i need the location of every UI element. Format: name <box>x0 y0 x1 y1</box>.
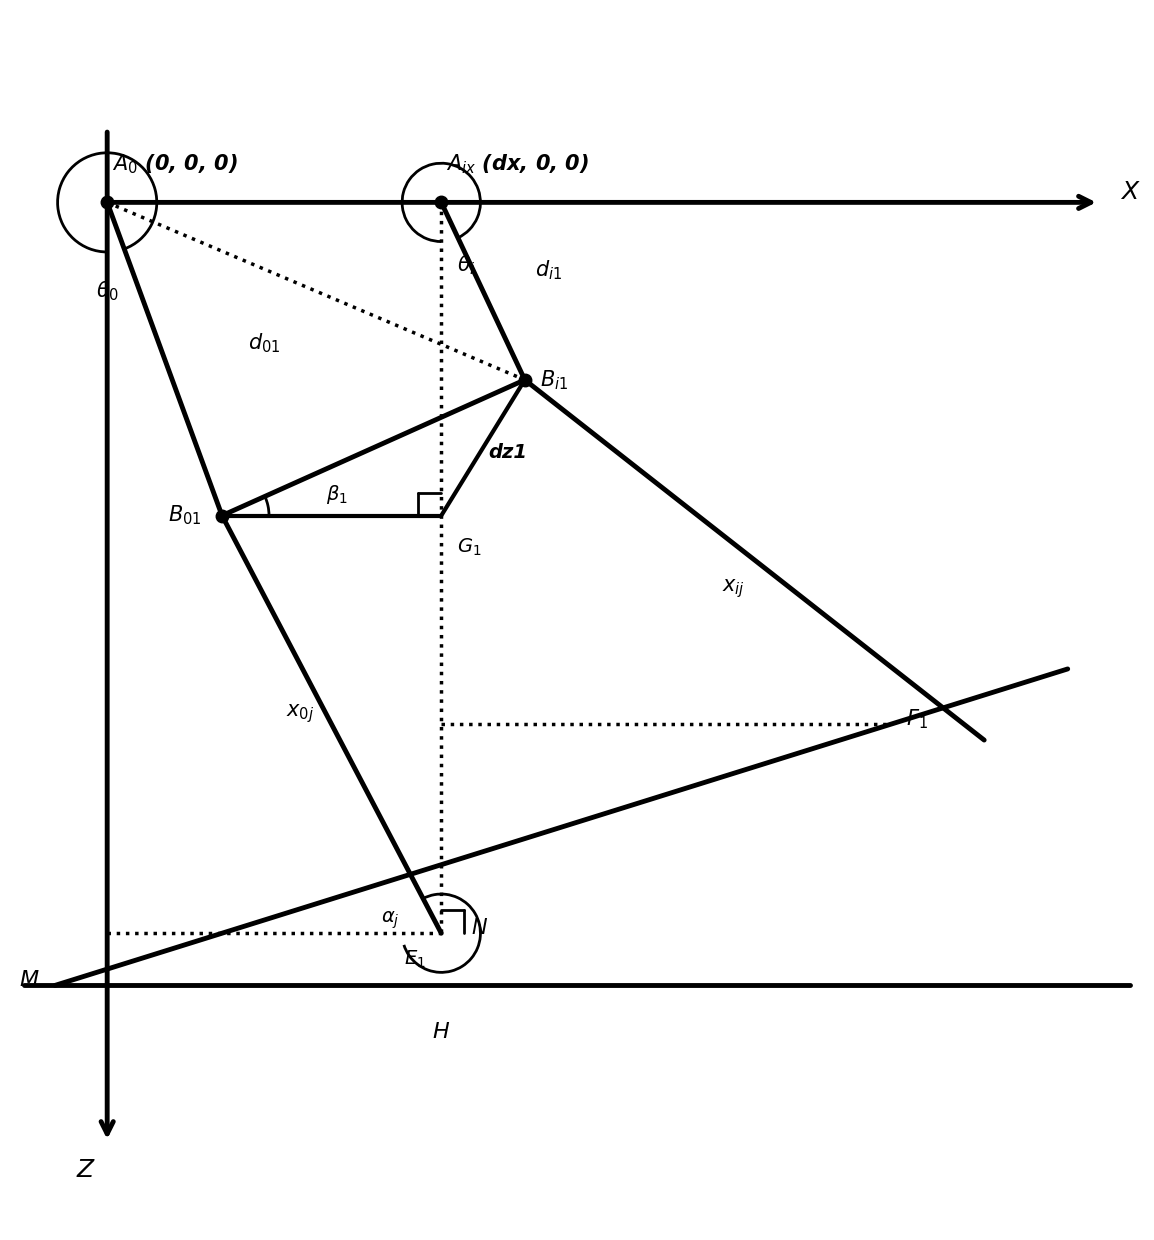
Text: $x_{0j}$: $x_{0j}$ <box>286 703 314 725</box>
Text: $\alpha_j$: $\alpha_j$ <box>381 910 399 931</box>
Text: $N$: $N$ <box>471 918 488 937</box>
Text: $\theta_i$: $\theta_i$ <box>457 253 475 277</box>
Text: $X$: $X$ <box>1119 180 1140 203</box>
Text: $A_0$ (0, 0, 0): $A_0$ (0, 0, 0) <box>112 153 238 176</box>
Text: $F_1$: $F_1$ <box>906 707 928 732</box>
Text: $B_{01}$: $B_{01}$ <box>167 503 201 527</box>
Text: $E_1$: $E_1$ <box>404 949 426 970</box>
Text: $d_{i1}$: $d_{i1}$ <box>535 258 562 281</box>
Text: $M$: $M$ <box>18 970 39 991</box>
Text: $B_{i1}$: $B_{i1}$ <box>540 368 569 392</box>
Text: $G_1$: $G_1$ <box>457 537 481 558</box>
Text: $H$: $H$ <box>433 1022 450 1042</box>
Text: dz1: dz1 <box>488 444 527 463</box>
Text: $Z$: $Z$ <box>76 1158 97 1182</box>
Text: $A_{ix}$ (dx, 0, 0): $A_{ix}$ (dx, 0, 0) <box>447 153 590 176</box>
Text: $x_{ij}$: $x_{ij}$ <box>722 578 745 600</box>
Text: $\beta_1$: $\beta_1$ <box>327 484 349 506</box>
Text: $\theta_0$: $\theta_0$ <box>96 279 119 303</box>
Text: $d_{01}$: $d_{01}$ <box>248 331 280 355</box>
